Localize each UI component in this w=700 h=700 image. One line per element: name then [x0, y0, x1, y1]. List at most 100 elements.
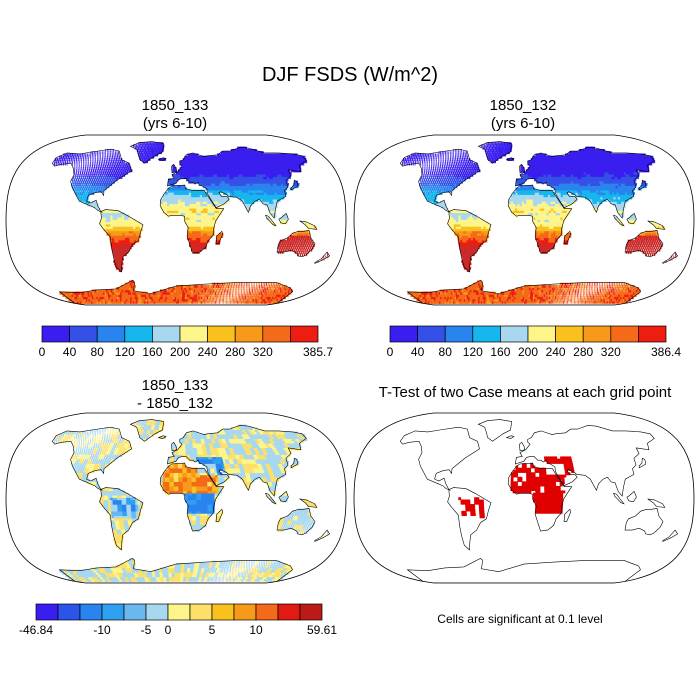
grid-cell	[217, 169, 221, 173]
grid-cell	[604, 282, 605, 286]
grid-cell	[195, 153, 199, 157]
grid-cell	[251, 176, 255, 180]
grid-cell	[77, 176, 79, 180]
grid-cell	[97, 151, 98, 155]
grid-cell	[585, 282, 587, 286]
grid-cell	[190, 167, 194, 170]
grid-cell	[526, 300, 529, 304]
grid-cell	[169, 203, 173, 207]
grid-cell	[220, 232, 224, 236]
grid-cell	[247, 171, 251, 175]
grid-cell	[80, 189, 83, 193]
grid-cell	[124, 237, 129, 241]
grid-cell	[205, 214, 209, 218]
grid-cell	[283, 289, 285, 293]
grid-cell	[592, 289, 594, 293]
grid-cell	[123, 241, 127, 245]
grid-cell	[190, 189, 194, 193]
grid-cell	[99, 189, 102, 193]
grid-cell	[196, 203, 199, 207]
grid-cell	[540, 284, 543, 288]
grid-cell	[200, 167, 204, 170]
grid-cell	[133, 228, 137, 232]
grid-cell	[119, 230, 123, 234]
grid-cell	[176, 192, 179, 195]
grid-cell	[86, 158, 88, 161]
grid-cell	[227, 284, 229, 288]
grid-cell	[134, 146, 136, 150]
grid-cell	[220, 178, 224, 182]
grid-cell	[206, 201, 210, 204]
grid-cell	[205, 212, 209, 216]
grid-cell	[171, 300, 174, 304]
grid-cell	[528, 289, 531, 293]
grid-cell	[217, 291, 219, 295]
grid-cell	[228, 164, 233, 168]
grid-cell	[96, 169, 98, 173]
grid-cell	[91, 182, 94, 186]
grid-cell	[155, 298, 159, 302]
grid-cell	[621, 287, 623, 291]
grid-cell	[216, 171, 220, 175]
grid-cell	[200, 201, 204, 204]
grid-cell	[118, 257, 122, 261]
grid-cell	[216, 210, 220, 214]
grid-cell	[582, 287, 584, 291]
grid-cell	[625, 298, 628, 302]
grid-cell	[105, 173, 108, 177]
grid-cell	[147, 155, 150, 159]
grid-cell	[101, 178, 104, 182]
grid-cell	[250, 296, 252, 300]
grid-cell	[262, 284, 264, 288]
grid-cell	[126, 169, 129, 173]
grid-cell	[198, 216, 202, 220]
grid-cell	[93, 203, 97, 207]
grid-cell	[211, 187, 215, 191]
grid-cell	[610, 287, 612, 291]
grid-cell	[284, 185, 289, 189]
grid-cell	[266, 291, 269, 295]
grid-cell	[85, 194, 88, 198]
grid-cell	[467, 260, 471, 263]
grid-cell	[255, 173, 260, 177]
grid-cell	[588, 300, 591, 304]
grid-cell	[580, 282, 582, 286]
grid-cell	[211, 291, 213, 295]
grid-cell	[95, 178, 98, 182]
grid-cell	[180, 207, 184, 211]
grid-cell	[189, 232, 193, 236]
grid-cell	[195, 196, 199, 200]
grid-cell	[569, 298, 571, 302]
grid-cell	[150, 151, 152, 155]
grid-cell	[70, 153, 72, 157]
grid-cell	[634, 289, 637, 293]
grid-cell	[227, 158, 231, 161]
grid-cell	[121, 244, 125, 248]
grid-cell	[567, 298, 568, 302]
grid-cell	[264, 178, 269, 182]
grid-cell	[196, 298, 198, 302]
grid-cell	[241, 196, 245, 200]
grid-cell	[546, 300, 548, 304]
grid-cell	[274, 198, 279, 202]
grid-cell	[618, 296, 621, 300]
grid-cell	[209, 187, 213, 191]
grid-cell	[155, 291, 159, 295]
grid-cell	[244, 287, 246, 291]
grid-cell	[154, 298, 158, 302]
grid-cell	[182, 284, 185, 288]
grid-cell	[297, 239, 300, 243]
grid-cell	[103, 216, 107, 220]
grid-cell	[237, 187, 241, 191]
grid-cell	[610, 291, 612, 295]
grid-cell	[244, 291, 245, 295]
grid-cell	[93, 158, 95, 161]
grid-cell	[275, 284, 277, 288]
grid-cell	[169, 192, 173, 195]
grid-cell	[233, 167, 238, 170]
grid-cell	[263, 192, 268, 195]
grid-cell	[211, 205, 215, 209]
grid-cell	[146, 153, 149, 157]
grid-cell	[581, 287, 582, 291]
grid-cell	[135, 230, 139, 234]
